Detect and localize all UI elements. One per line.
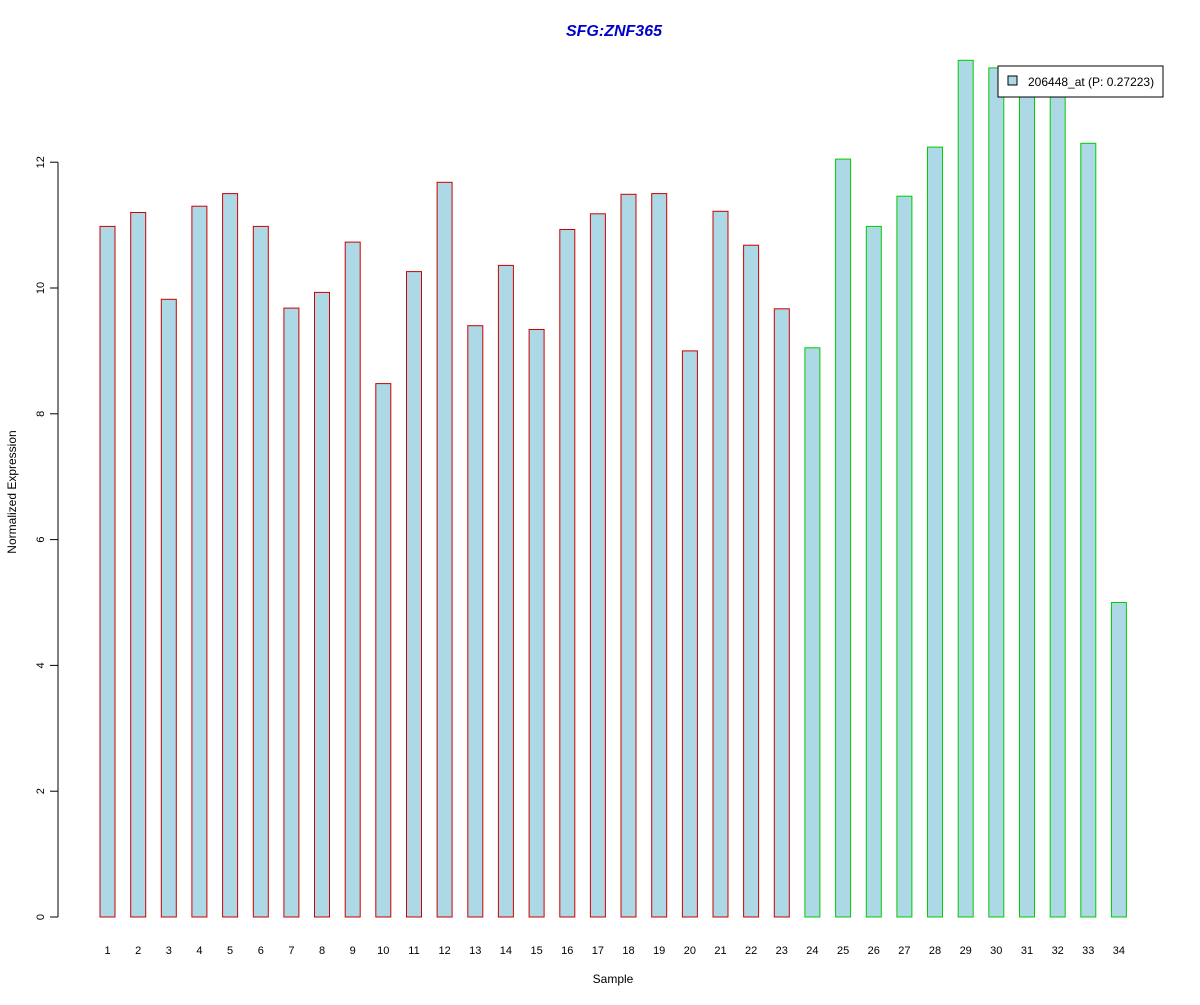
- y-tick-label: 6: [35, 537, 47, 543]
- x-tick-label: 32: [1052, 945, 1064, 957]
- x-tick-label: 25: [837, 945, 849, 957]
- x-tick-label: 29: [960, 945, 972, 957]
- x-tick-label: 19: [653, 945, 665, 957]
- x-tick-label: 8: [319, 945, 325, 957]
- x-tick-label: 21: [714, 945, 726, 957]
- x-tick-label: 1: [104, 945, 110, 957]
- x-tick-label: 13: [469, 945, 481, 957]
- bar-sample-9: [344, 241, 361, 918]
- bar-sample-11: [406, 271, 422, 918]
- bars-group: [99, 59, 1127, 918]
- y-tick-label: 10: [35, 282, 47, 294]
- legend: 206448_at (P: 0.27223): [997, 65, 1164, 98]
- bar-sample-29: [957, 59, 974, 918]
- bar-sample-24: [804, 347, 821, 918]
- x-tick-label: 23: [776, 945, 788, 957]
- bar-sample-28: [927, 146, 943, 918]
- x-tick-label: 10: [377, 945, 389, 957]
- bar-sample-14: [497, 264, 514, 918]
- x-tick-label: 14: [500, 945, 512, 957]
- bar-sample-16: [559, 229, 576, 918]
- x-tick-label: 27: [898, 945, 910, 957]
- chart-title: SFG:ZNF365: [566, 23, 663, 40]
- x-tick-label: 22: [745, 945, 757, 957]
- x-tick-label: 26: [868, 945, 880, 957]
- bar-sample-6: [252, 225, 269, 918]
- bar-sample-25: [835, 158, 852, 918]
- x-tick-label: 24: [806, 945, 818, 957]
- x-tick-label: 7: [288, 945, 294, 957]
- x-tick-label: 3: [166, 945, 172, 957]
- x-tick-label: 2: [135, 945, 141, 957]
- x-tick-label: 34: [1113, 945, 1125, 957]
- y-tick-label: 2: [35, 788, 47, 794]
- bar-sample-12: [436, 181, 453, 918]
- bar-sample-13: [467, 325, 484, 918]
- x-tick-label: 20: [684, 945, 696, 957]
- x-tick-label: 12: [438, 945, 450, 957]
- y-tick-label: 12: [35, 156, 47, 168]
- bar-sample-7: [283, 307, 300, 918]
- bar-sample-22: [743, 244, 760, 918]
- legend-label: 206448_at (P: 0.27223): [1028, 75, 1154, 89]
- bar-sample-1: [99, 225, 116, 918]
- y-tick-label: 8: [35, 411, 47, 417]
- x-tick-label: 16: [561, 945, 573, 957]
- legend-swatch: [1007, 75, 1018, 86]
- x-tick-label: 31: [1021, 945, 1033, 957]
- legend-box: [997, 65, 1164, 98]
- y-tick-label: 4: [35, 662, 47, 668]
- x-tick-label: 28: [929, 945, 941, 957]
- bar-sample-19: [651, 193, 668, 918]
- bar-sample-17: [589, 213, 606, 918]
- x-tick-label: 11: [408, 945, 419, 957]
- x-tick-label: 5: [227, 945, 233, 957]
- x-tick-label: 4: [196, 945, 202, 957]
- bar-sample-21: [712, 210, 729, 918]
- bar-sample-27: [896, 195, 913, 918]
- x-tick-labels: 1 2 3 4 5 6 7 8 9 10 11 12 13 14 15 16 17 18 19 20 21 22 23 24 2…: [104, 945, 1125, 957]
- x-tick-label: 6: [258, 945, 264, 957]
- x-tick-label: 33: [1082, 945, 1094, 957]
- bar-sample-26: [865, 225, 882, 918]
- x-tick-label: 17: [592, 945, 604, 957]
- bar-sample-10: [375, 383, 392, 918]
- y-tick-label: 0: [35, 914, 47, 920]
- y-axis: 0 2 4 6 8 10 12: [35, 156, 59, 920]
- bar-sample-31: [1019, 79, 1035, 918]
- bar-sample-8: [314, 291, 330, 918]
- x-tick-label: 18: [622, 945, 634, 957]
- bar-sample-18: [620, 193, 637, 918]
- y-axis-label: Normalized Expression: [5, 430, 19, 553]
- bar-sample-32: [1049, 89, 1066, 918]
- bar-sample-15: [528, 329, 545, 918]
- bar-sample-3: [160, 298, 177, 918]
- bar-sample-4: [191, 205, 208, 918]
- x-axis-label: Sample: [593, 972, 634, 986]
- bar-sample-30: [988, 67, 1005, 918]
- bar-sample-23: [773, 308, 790, 918]
- x-tick-label: 30: [990, 945, 1002, 957]
- bar-sample-20: [681, 350, 698, 918]
- bar-sample-34: [1110, 602, 1127, 918]
- bar-sample-33: [1080, 142, 1097, 918]
- bar-sample-2: [130, 212, 147, 918]
- bar-sample-5: [222, 193, 239, 918]
- x-tick-label: 15: [530, 945, 542, 957]
- x-tick-label: 9: [350, 945, 356, 957]
